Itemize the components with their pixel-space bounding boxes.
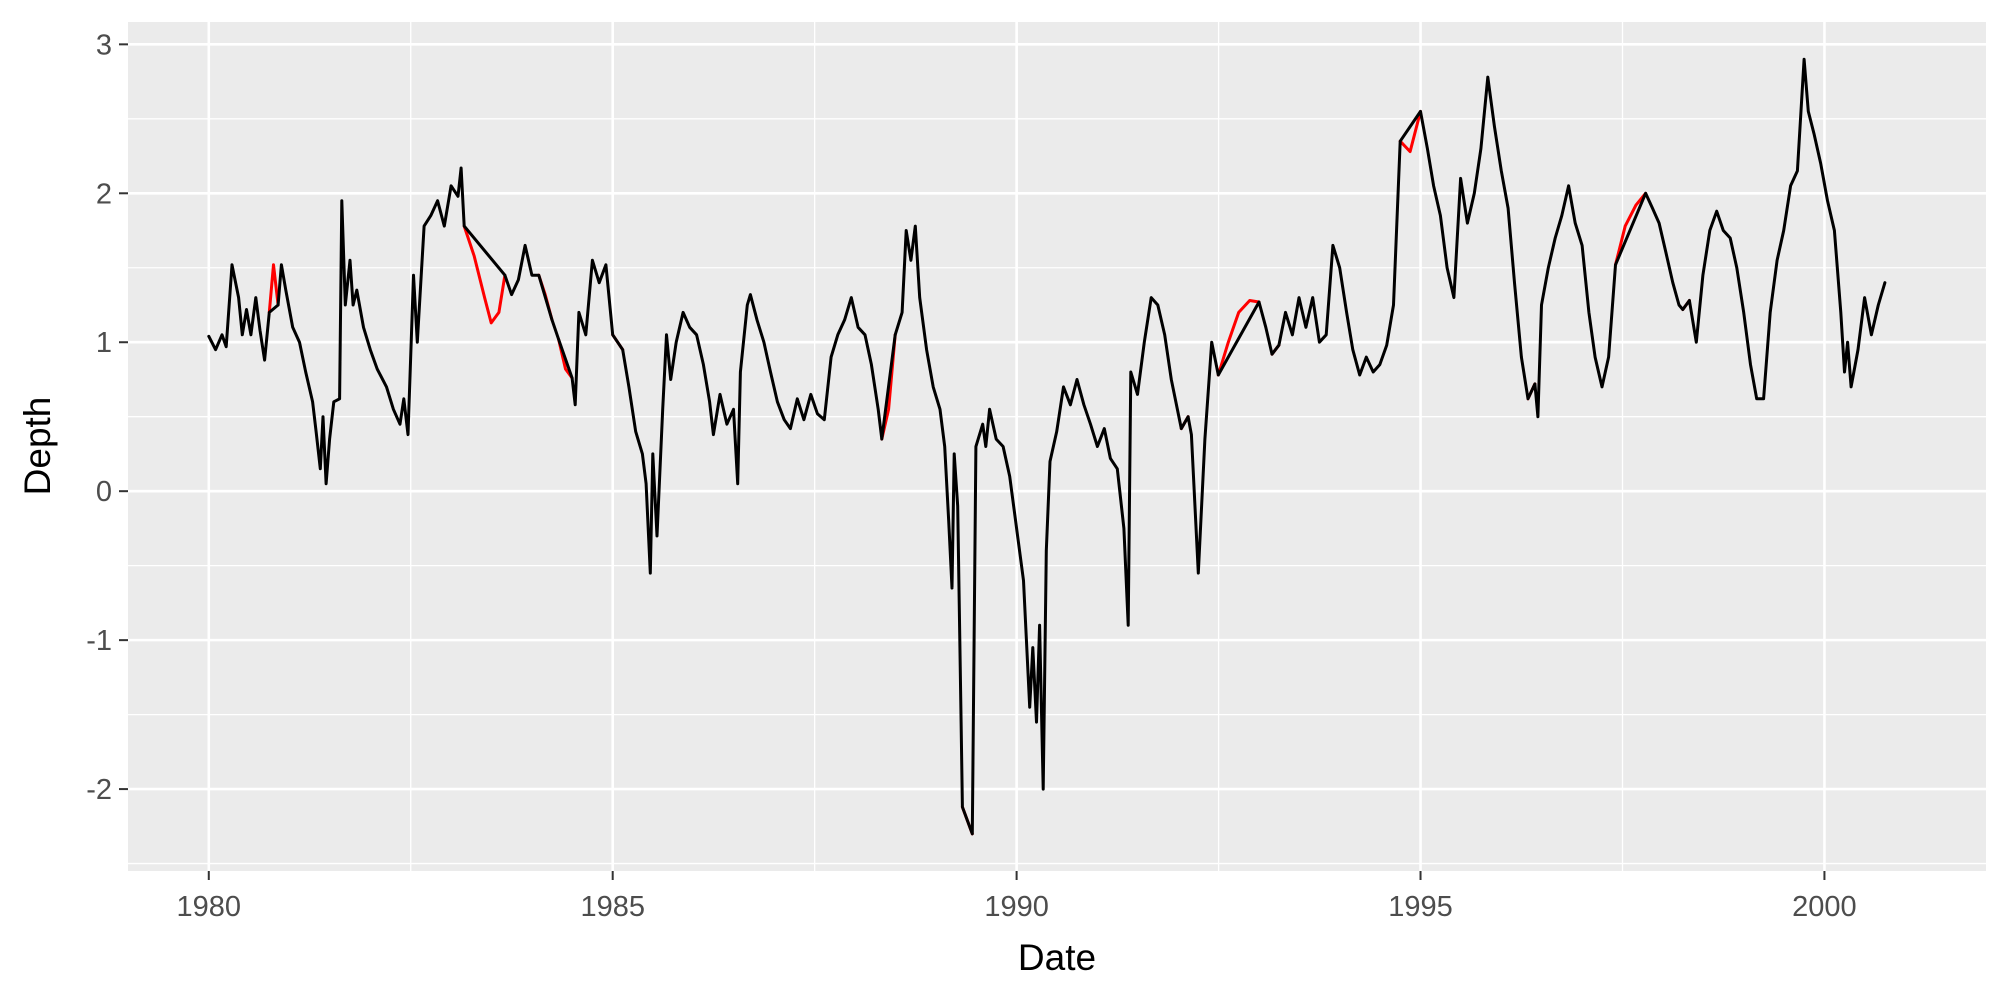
observed-depth-line (207, 57, 1887, 836)
x-axis-title: Date (1018, 937, 1096, 978)
interpolated-depth-segment (1614, 191, 1648, 267)
interpolated-depth-segment (1398, 109, 1422, 154)
y-axis-title: Depth (17, 397, 58, 496)
x-tick-label: 1980 (177, 891, 242, 923)
major-gridlines (128, 22, 1986, 871)
x-tick-label: 1985 (580, 891, 645, 923)
interpolated-depth-segment (1216, 299, 1261, 377)
y-axis-ticks: -2 -1 0 1 2 3 (86, 29, 128, 806)
plot-panel (128, 22, 1986, 871)
y-tick-label: 0 (96, 476, 112, 508)
x-tick-label: 1990 (984, 891, 1049, 923)
y-tick-label: -2 (86, 774, 112, 806)
y-tick-label: 2 (96, 178, 112, 210)
minor-gridlines (128, 22, 1986, 871)
y-tick-label: 1 (96, 327, 112, 359)
interpolated-depth-segment (267, 263, 280, 314)
y-tick-label: 3 (96, 29, 112, 61)
x-tick-label: 2000 (1792, 891, 1857, 923)
y-tick-label: -1 (86, 625, 112, 657)
x-tick-label: 1995 (1388, 891, 1453, 923)
interpolated-depth-segment (462, 224, 507, 325)
x-axis-ticks: 1980 1985 1990 1995 2000 (177, 871, 1857, 923)
series-layer (207, 57, 1887, 836)
